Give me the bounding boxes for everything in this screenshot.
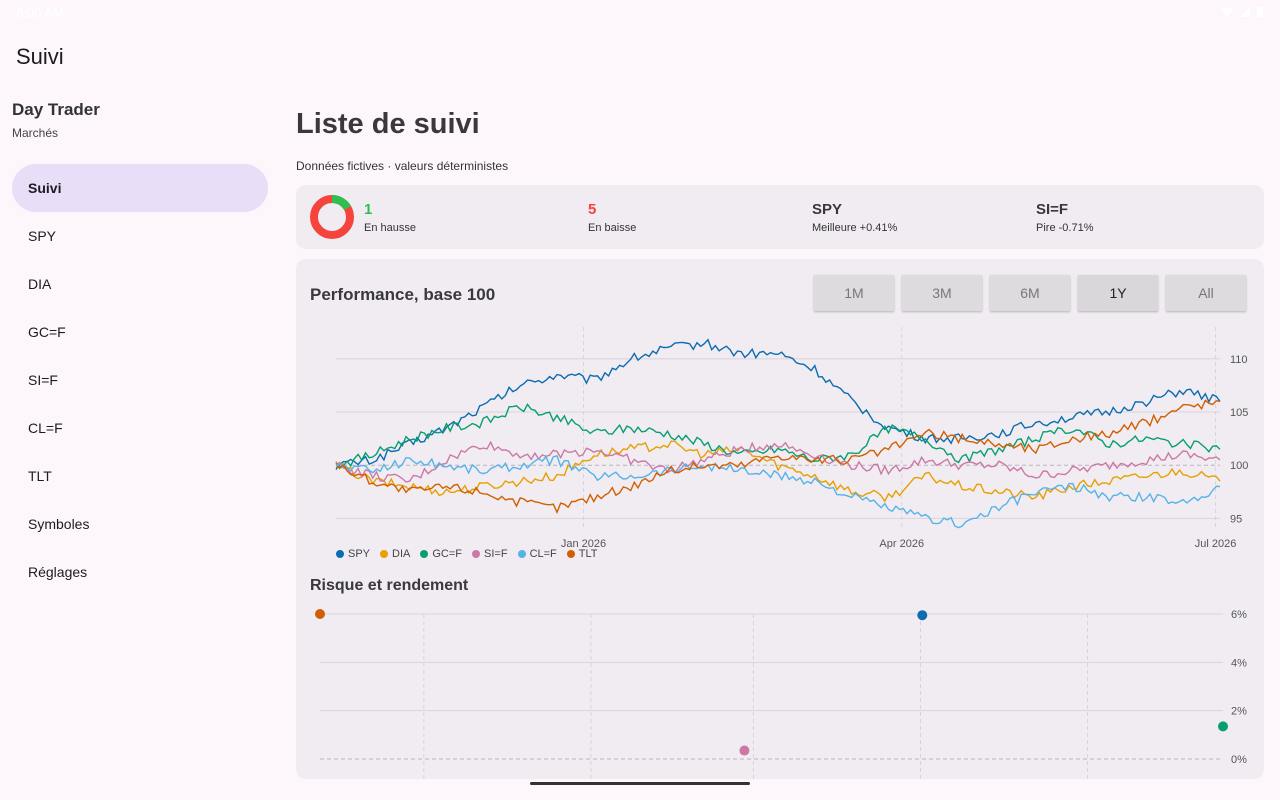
app-bar-title: Suivi xyxy=(16,44,64,69)
risk-y-tick-label: 6% xyxy=(1231,609,1247,621)
sidebar-item-tlt[interactable]: TLT xyxy=(28,468,52,484)
risk-point-gcf xyxy=(1218,721,1228,732)
legend-dot xyxy=(336,550,344,558)
risk-y-tick-label: 4% xyxy=(1231,657,1247,669)
perf-x-tick-label: Jul 2026 xyxy=(1195,538,1237,549)
legend-dot xyxy=(472,550,481,558)
status-icons xyxy=(1220,6,1264,18)
status-bar: 8:00 AM xyxy=(0,0,1280,24)
chart-card: Performance, base 100 1M 3M 6M 1Y All 95… xyxy=(296,259,1264,779)
gesture-home-bar[interactable] xyxy=(530,782,750,785)
up-down-donut-chart xyxy=(310,195,354,239)
legend-item: TLT xyxy=(566,548,598,560)
risk-y-tick-label: 0% xyxy=(1231,754,1247,766)
down-label: En baisse xyxy=(588,222,637,234)
legend-label: CL=F xyxy=(529,548,557,560)
worst-symbol: SI=F xyxy=(1036,201,1069,218)
page-title: Liste de suivi xyxy=(296,108,480,140)
legend-item: SI=F xyxy=(472,548,508,560)
perf-series-line-clf xyxy=(335,454,1221,529)
legend-label: DIA xyxy=(392,548,411,560)
status-time: 8:00 AM xyxy=(16,4,64,20)
perf-series-line-gcf xyxy=(335,402,1221,469)
range-selector: 1M 3M 6M 1Y All xyxy=(814,275,1246,311)
sidebar: Day Trader Marchés Suivi SPY DIA GC=F SI… xyxy=(0,100,280,596)
down-count: 5 xyxy=(588,201,597,218)
sidebar-item-spy[interactable]: SPY xyxy=(28,228,57,244)
up-count: 1 xyxy=(364,201,373,218)
up-label: En hausse xyxy=(364,222,416,234)
best-label: Meilleure +0.41% xyxy=(812,222,898,234)
legend-dot xyxy=(380,550,389,558)
page-subtitle: Données fictives · valeurs déterministes xyxy=(296,159,509,173)
sidebar-title: Day Trader xyxy=(12,100,100,119)
sidebar-item-suivi[interactable]: Suivi xyxy=(12,164,268,212)
perf-series-line-spy xyxy=(335,338,1221,470)
perf-x-tick-label: Jan 2026 xyxy=(561,538,606,549)
perf-y-tick-label: 100 xyxy=(1230,460,1248,472)
risk-return-title: Risque et rendement xyxy=(310,577,469,594)
performance-legend: SPY DIA GC=F SI=F CL=F TLT xyxy=(336,548,598,560)
legend-dot xyxy=(420,550,429,558)
legend-label: GC=F xyxy=(432,548,463,560)
legend-label: TLT xyxy=(578,548,598,560)
perf-series-line-dia xyxy=(335,440,1221,503)
legend-item: GC=F xyxy=(420,548,462,560)
risk-point-tlt xyxy=(315,609,325,619)
legend-label: SPY xyxy=(348,548,371,560)
perf-y-tick-label: 95 xyxy=(1230,513,1242,525)
range-1m-button[interactable]: 1M xyxy=(814,275,894,311)
signal-icon xyxy=(1240,7,1250,17)
legend-item: SPY xyxy=(336,548,370,560)
risk-point-spy xyxy=(917,610,928,621)
performance-title: Performance, base 100 xyxy=(310,285,496,304)
perf-x-tick-label: Apr 2026 xyxy=(879,538,924,549)
sidebar-item-dia[interactable]: DIA xyxy=(28,276,52,292)
wifi-icon xyxy=(1221,7,1233,17)
range-all-button[interactable]: All xyxy=(1166,275,1246,311)
sidebar-item-sif[interactable]: SI=F xyxy=(28,372,58,388)
summary-card: 1 En hausse 5 En baisse SPY Meilleure +0… xyxy=(296,185,1264,249)
legend-label: SI=F xyxy=(484,548,508,560)
sidebar-nav: Suivi SPY DIA GC=F SI=F CL=F TLT Symbole… xyxy=(0,164,280,596)
legend-item: DIA xyxy=(380,548,410,560)
range-1y-button[interactable]: 1Y xyxy=(1078,275,1158,311)
perf-y-tick-label: 105 xyxy=(1230,407,1248,419)
sidebar-subtitle: Marchés xyxy=(12,126,59,140)
battery-icon xyxy=(1257,7,1263,17)
legend-dot xyxy=(566,550,575,558)
legend-dot xyxy=(517,550,526,558)
perf-series-line-tlt xyxy=(335,399,1221,515)
performance-line-chart: 95 100 105 110 Jan 2026 Apr 2026 Jul 2026 xyxy=(335,327,1248,549)
perf-y-tick-label: 110 xyxy=(1230,354,1248,366)
risk-return-scatter-chart: 0% 2% 4% 6% xyxy=(315,609,1247,779)
main-content: Liste de suivi Données fictives · valeur… xyxy=(296,100,1264,779)
perf-series-line-sif xyxy=(335,440,1221,483)
sidebar-item-reglages[interactable]: Réglages xyxy=(28,564,88,580)
risk-y-tick-label: 2% xyxy=(1231,706,1247,718)
worst-label: Pire -0.71% xyxy=(1036,222,1094,234)
risk-point-sif xyxy=(739,745,750,756)
donut-up-segment xyxy=(310,195,354,239)
sidebar-item-symboles[interactable]: Symboles xyxy=(28,516,90,532)
best-symbol: SPY xyxy=(812,201,843,218)
range-6m-button[interactable]: 6M xyxy=(990,275,1070,311)
sidebar-item-clf[interactable]: CL=F xyxy=(28,420,63,436)
range-3m-button[interactable]: 3M xyxy=(902,275,982,311)
sidebar-item-gcf[interactable]: GC=F xyxy=(28,324,66,340)
legend-item: CL=F xyxy=(517,548,557,560)
